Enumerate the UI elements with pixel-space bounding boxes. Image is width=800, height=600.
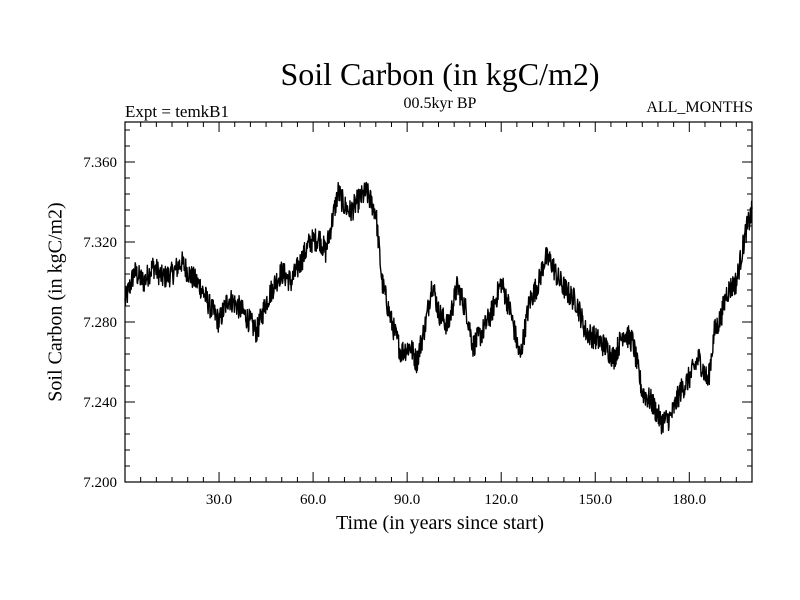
chart-title: Soil Carbon (in kgC/m2) — [280, 56, 600, 92]
x-tick-label: 120.0 — [484, 492, 518, 508]
y-tick-label: 7.320 — [83, 235, 117, 251]
x-tick-label: 150.0 — [578, 492, 612, 508]
y-tick-label: 7.360 — [83, 155, 117, 171]
soil-carbon-series-line — [124, 181, 753, 435]
x-axis-label: Time (in years since start) — [335, 512, 545, 534]
x-tick-label: 30.0 — [206, 492, 232, 508]
y-tick-label: 7.240 — [83, 395, 117, 411]
x-tick-label: 180.0 — [672, 492, 706, 508]
y-tick-label: 7.280 — [83, 315, 117, 331]
experiment-label: Expt = temkB1 — [125, 102, 230, 121]
period-label: 00.5kyr BP — [403, 95, 477, 112]
y-tick-label: 7.200 — [83, 475, 117, 491]
x-tick-label: 60.0 — [300, 492, 326, 508]
x-tick-label: 90.0 — [394, 492, 420, 508]
months-label: ALL_MONTHS — [646, 99, 753, 116]
